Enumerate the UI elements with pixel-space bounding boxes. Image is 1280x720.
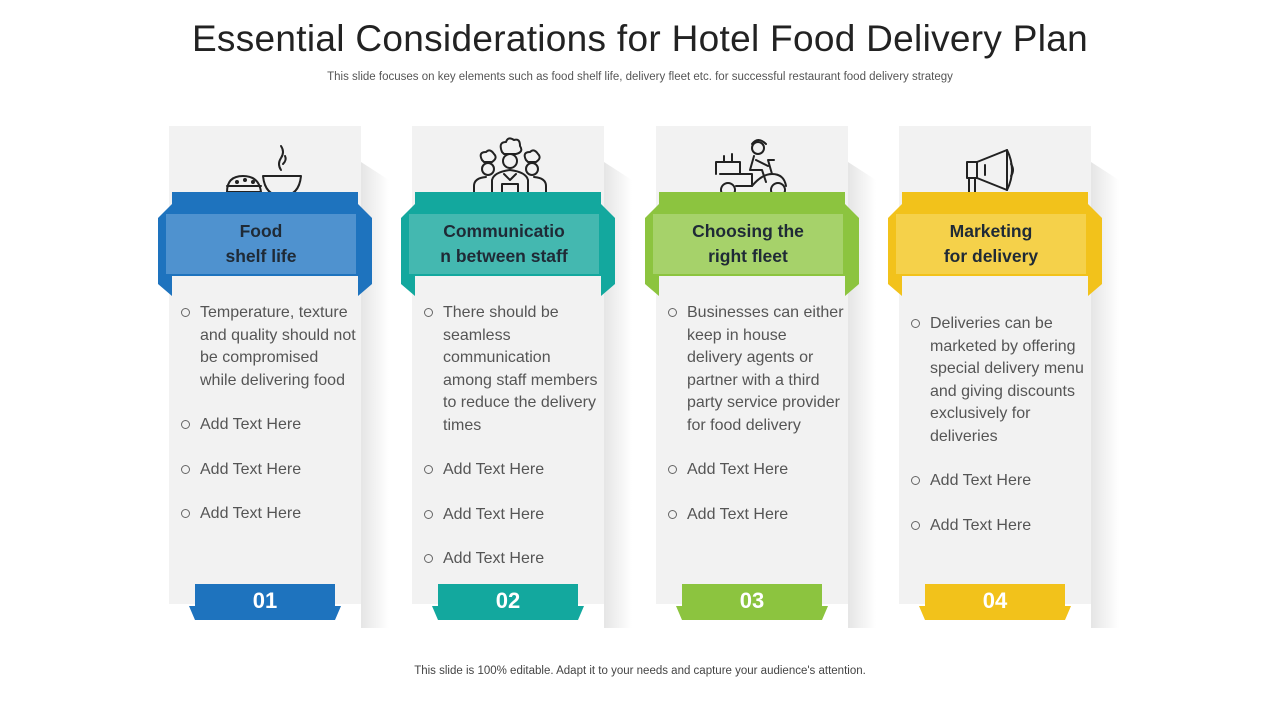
card-header-inner [653, 214, 843, 274]
card-header: Communicatio n between staff [401, 192, 615, 296]
card-heading: Marketing for delivery [943, 221, 1039, 266]
list-item: Add Text Here [424, 504, 600, 527]
slide-footer: This slide is 100% editable. Adapt it to… [414, 665, 866, 677]
bullet-circle-icon [181, 420, 190, 429]
card-header-inner [409, 214, 599, 274]
bullet-list: There should be seamless communication a… [424, 302, 600, 593]
card-communication: Communicatio n between staff There shoul… [401, 126, 632, 628]
list-item: There should be seamless communication a… [424, 302, 600, 437]
card-number: 03 [739, 588, 765, 613]
list-item: Temperature, texture and quality should … [181, 302, 357, 392]
card-number: 01 [252, 588, 278, 613]
list-item: Add Text Here [424, 548, 600, 571]
card-heading: Food shelf life [225, 221, 297, 266]
bullet-circle-icon [668, 308, 677, 317]
card-header: Marketing for delivery [888, 192, 1102, 296]
list-item: Add Text Here [181, 459, 357, 482]
card-heading: Choosing the right fleet [692, 221, 804, 266]
bullet-circle-icon [911, 520, 920, 530]
list-item: Add Text Here [668, 504, 844, 527]
card-header: Food shelf life [158, 192, 372, 296]
bullet-circle-icon [911, 319, 920, 328]
card-food-shelf-life: Food shelf life Temperature, texture and… [158, 126, 389, 628]
card-header: Choosing the right fleet [645, 192, 859, 296]
bullet-circle-icon [424, 554, 433, 563]
bullet-circle-icon [424, 465, 433, 474]
card-number-badge: 04 [919, 584, 1071, 620]
bullet-list: Businesses can either keep in house deli… [668, 302, 844, 548]
bullet-circle-icon [668, 509, 677, 519]
bullet-circle-icon [424, 308, 433, 317]
list-item: Add Text Here [181, 503, 357, 526]
bullet-list: Temperature, texture and quality should … [181, 302, 357, 548]
card-heading: Communicatio n between staff [440, 221, 568, 266]
slide-subtitle: This slide focuses on key elements such … [327, 71, 953, 83]
card-header-inner [166, 214, 356, 274]
list-item: Add Text Here [911, 470, 1087, 493]
bullet-circle-icon [181, 464, 190, 474]
card-number-badge: 01 [189, 584, 341, 620]
card-number-badge: 03 [676, 584, 828, 620]
card-right-fleet: Choosing the right fleet Businesses can … [645, 126, 876, 628]
list-item: Deliveries can be marketed by offering s… [911, 313, 1087, 448]
list-item: Businesses can either keep in house deli… [668, 302, 844, 437]
bullet-circle-icon [181, 308, 190, 317]
list-item: Add Text Here [911, 515, 1087, 538]
card-number: 04 [982, 588, 1008, 613]
card-header-inner [896, 214, 1086, 274]
bullet-circle-icon [668, 465, 677, 474]
slide-title: Essential Considerations for Hotel Food … [191, 18, 1089, 59]
card-number-badge: 02 [432, 584, 584, 620]
bullet-circle-icon [911, 476, 920, 485]
bullet-circle-icon [181, 509, 190, 518]
card-marketing: Marketing for delivery Deliveries can be… [888, 126, 1119, 628]
bullet-circle-icon [424, 509, 433, 519]
list-item: Add Text Here [668, 459, 844, 482]
card-number: 02 [495, 588, 521, 613]
bullet-list: Deliveries can be marketed by offering s… [911, 313, 1087, 559]
list-item: Add Text Here [424, 459, 600, 482]
list-item: Add Text Here [181, 414, 357, 437]
